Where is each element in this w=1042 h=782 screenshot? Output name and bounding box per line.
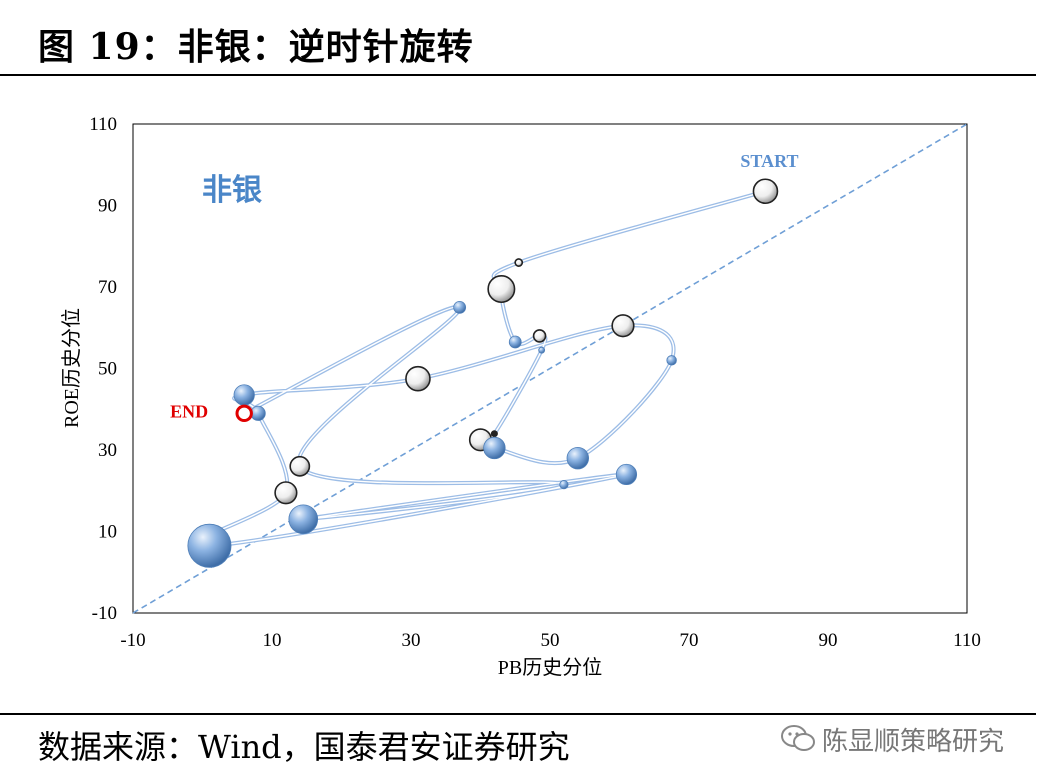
data-bubble-20 [289,455,311,477]
data-bubble-0 [752,178,779,205]
data-bubble-12 [405,365,431,392]
plot-area [132,123,968,614]
y-tick-label: 10 [98,522,117,543]
bubble-chart: -10 10 30 50 70 90 110 -10 10 30 50 70 90 110 非银 PB历史… [60,114,981,679]
x-tick-label: 110 [953,630,981,651]
y-tick-label: 50 [98,359,117,380]
data-bubble-8 [483,436,506,460]
data-bubble-4 [532,329,547,343]
data-bubble-11 [611,314,635,338]
x-tick-label: 70 [680,630,699,651]
data-bubble-22 [235,404,253,423]
wechat-icon [781,725,815,751]
watermark: 陈显顺策略研究 [780,722,1005,757]
watermark-text: 陈显顺策略研究 [822,726,1005,757]
data-bubble-10 [666,355,677,366]
y-tick-label: 90 [98,196,117,217]
data-bubble-6 [490,430,498,438]
data-bubble-2 [487,275,516,304]
data-bubble-16 [187,523,232,568]
data-bubble-5 [538,346,546,354]
data-bubble-14 [250,405,266,421]
x-axis-label: PB历史分位 [498,656,602,679]
data-bubble-19 [559,480,569,490]
data-bubble-15 [274,481,298,505]
data-bubble-3 [508,335,522,349]
y-tick-label: 30 [98,440,117,461]
data-bubble-17 [615,463,638,486]
x-tick-label: -10 [120,630,145,651]
data-bubble-1 [514,258,524,267]
data-bubble-18 [288,504,319,535]
y-tick-label: 110 [89,114,117,135]
end-annotation: END [170,401,208,421]
x-tick-label: 10 [263,630,282,651]
x-tick-label: 50 [541,630,560,651]
title-divider [0,74,1036,76]
y-tick-label: 70 [98,277,117,298]
page-title: 图 19：非银：逆时针旋转 [38,26,474,68]
y-axis-label: ROE历史分位 [60,308,83,428]
x-tick-label: 30 [402,630,421,651]
footer-divider [0,713,1036,715]
data-bubble-13 [233,384,255,406]
diagonal-reference-line [132,123,968,614]
data-bubble-9 [566,446,590,470]
y-tick-label: -10 [92,603,117,624]
data-bubble-21 [453,300,467,314]
chart-subtitle: 非银 [202,174,262,207]
start-annotation: START [740,151,798,171]
data-source: 数据来源：Wind，国泰君安证券研究 [38,728,570,766]
x-tick-label: 90 [819,630,838,651]
